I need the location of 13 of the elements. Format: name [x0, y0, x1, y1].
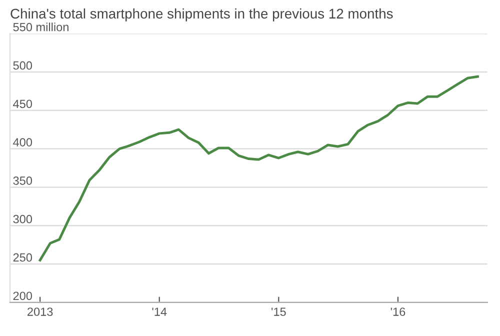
y-tick-label: 400	[13, 138, 32, 146]
x-tick-label: '14	[152, 308, 167, 316]
y-tick-label: 200	[13, 292, 32, 300]
y-tick-label: 350	[13, 176, 32, 185]
x-tick-label: '15	[272, 308, 286, 316]
chart-title: China's total smartphone shipments in the previous 12 months	[10, 8, 393, 22]
x-tick-label: '16	[390, 308, 406, 316]
y-tick-label: 450	[13, 100, 32, 108]
y-tick-label: 500	[13, 61, 32, 70]
y-tick-label: 250	[13, 253, 32, 262]
y-tick-label: 300	[13, 214, 32, 224]
x-tick-label: 2013	[28, 308, 53, 316]
y-tick-label: 550 million	[13, 22, 68, 32]
